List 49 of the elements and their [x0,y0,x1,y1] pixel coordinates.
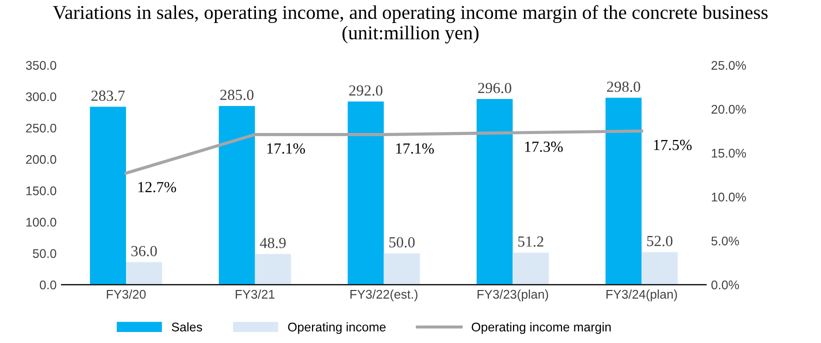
chart-title: Variations in sales, operating income, and operating income margin of the concrete business (unit:million yen) [52,5,768,44]
bar [384,253,420,285]
bar [348,102,384,285]
legend-label: Operating income [288,322,386,334]
data-label: 17.3% [525,142,563,152]
data-label: 36.0 [131,246,157,256]
data-label: 296.0 [478,82,512,94]
y2-tick-label: 15.0% [712,148,746,158]
bar [476,99,513,285]
y2-tick-label: 5.0% [711,236,739,246]
x-tick-label: FY3/21 [236,290,274,299]
y2-tick-label: 20.0% [712,104,746,114]
data-label: 298.0 [607,82,640,92]
bar [90,106,126,285]
x-tick-label: FY3/23(plan) [478,290,548,302]
bar [642,252,678,285]
x-tick-label: FY3/20 [106,290,146,299]
data-label: 48.9 [260,238,286,248]
y-tick-label: 300.0 [26,92,56,102]
legend-label: Sales [172,322,202,332]
y-tick-label: 200.0 [26,155,56,164]
y-tick-label: 150.0 [26,186,56,196]
y-tick-label: 100.0 [26,218,56,227]
data-label: 12.7% [138,182,176,192]
x-tick-label: FY3/24(plan) [606,290,677,302]
data-label: 285.0 [220,90,254,100]
x-tick-label: FY3/22(est.) [350,290,418,302]
data-label: 52.0 [647,236,672,246]
line-series [124,129,644,175]
bar [606,98,642,285]
data-label: 50.0 [389,237,415,248]
y2-tick-label: 0.0% [711,280,739,290]
data-label: 283.7 [91,90,125,101]
data-label: 51.2 [518,236,544,247]
data-label: 292.0 [349,85,382,96]
bar [254,254,292,285]
data-label: 17.1% [267,143,305,154]
bar [512,252,549,285]
y-tick-label: 0.0 [40,280,56,290]
bar [218,106,255,285]
y-tick-label: 50.0 [32,249,56,258]
y2-tick-label: 10.0% [712,192,746,202]
y-tick-label: 250.0 [26,124,56,133]
y2-tick-label: 25.0% [712,60,746,70]
data-label: 17.5% [654,140,692,150]
legend-label: Operating income margin [472,322,611,334]
y-tick-label: 350.0 [26,60,56,70]
data-label: 17.1% [396,143,434,154]
bar [126,262,162,285]
